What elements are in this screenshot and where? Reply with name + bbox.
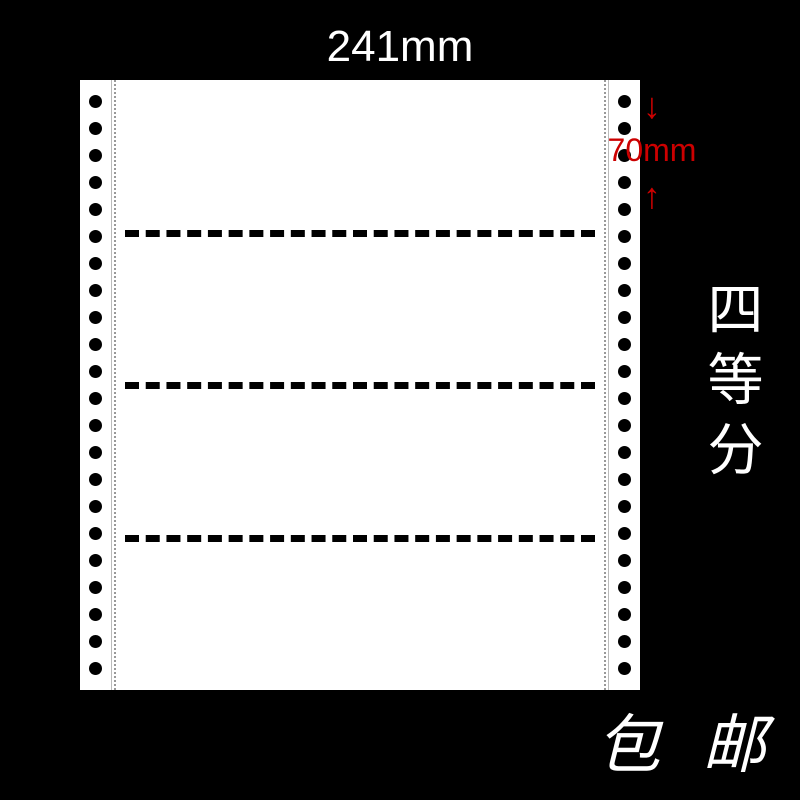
division-label: 四等分	[691, 280, 772, 490]
feed-hole	[89, 662, 102, 675]
arrow-up-icon: ↑	[592, 178, 712, 214]
feed-hole	[89, 473, 102, 486]
feed-hole	[89, 527, 102, 540]
feed-hole	[618, 311, 631, 324]
feed-hole	[89, 581, 102, 594]
feed-hole	[618, 446, 631, 459]
feed-hole	[618, 392, 631, 405]
feed-hole	[618, 527, 631, 540]
free-shipping-label: 包 邮	[596, 694, 778, 786]
feed-holes-left	[80, 80, 112, 690]
fold-divider	[125, 230, 595, 237]
feed-hole	[618, 284, 631, 297]
feed-hole	[618, 257, 631, 270]
fold-divider	[125, 382, 595, 389]
feed-hole	[89, 365, 102, 378]
feed-hole	[89, 392, 102, 405]
feed-hole	[618, 338, 631, 351]
feed-hole	[89, 311, 102, 324]
perforation-left	[114, 80, 116, 690]
feed-hole	[89, 95, 102, 108]
feed-hole	[89, 500, 102, 513]
feed-hole	[89, 338, 102, 351]
paper-sheet	[80, 80, 640, 690]
arrow-down-icon: ↓	[592, 88, 712, 124]
feed-hole	[89, 284, 102, 297]
feed-hole	[618, 608, 631, 621]
feed-hole	[618, 635, 631, 648]
feed-hole	[89, 122, 102, 135]
feed-hole	[618, 473, 631, 486]
fold-divider	[125, 535, 595, 542]
width-dimension-label: 241mm	[0, 22, 800, 72]
feed-hole	[618, 554, 631, 567]
feed-hole	[618, 500, 631, 513]
feed-hole	[618, 365, 631, 378]
feed-hole	[618, 662, 631, 675]
feed-hole	[89, 446, 102, 459]
height-dimension-label: 70mm	[592, 130, 712, 172]
feed-hole	[89, 149, 102, 162]
feed-hole	[618, 419, 631, 432]
feed-hole	[89, 203, 102, 216]
feed-hole	[89, 635, 102, 648]
feed-hole	[89, 554, 102, 567]
feed-hole	[89, 608, 102, 621]
feed-hole	[618, 581, 631, 594]
feed-hole	[89, 230, 102, 243]
feed-hole	[618, 230, 631, 243]
feed-hole	[89, 257, 102, 270]
feed-hole	[89, 176, 102, 189]
section-height-annotation: ↓ 70mm ↑	[592, 88, 712, 218]
feed-hole	[89, 419, 102, 432]
